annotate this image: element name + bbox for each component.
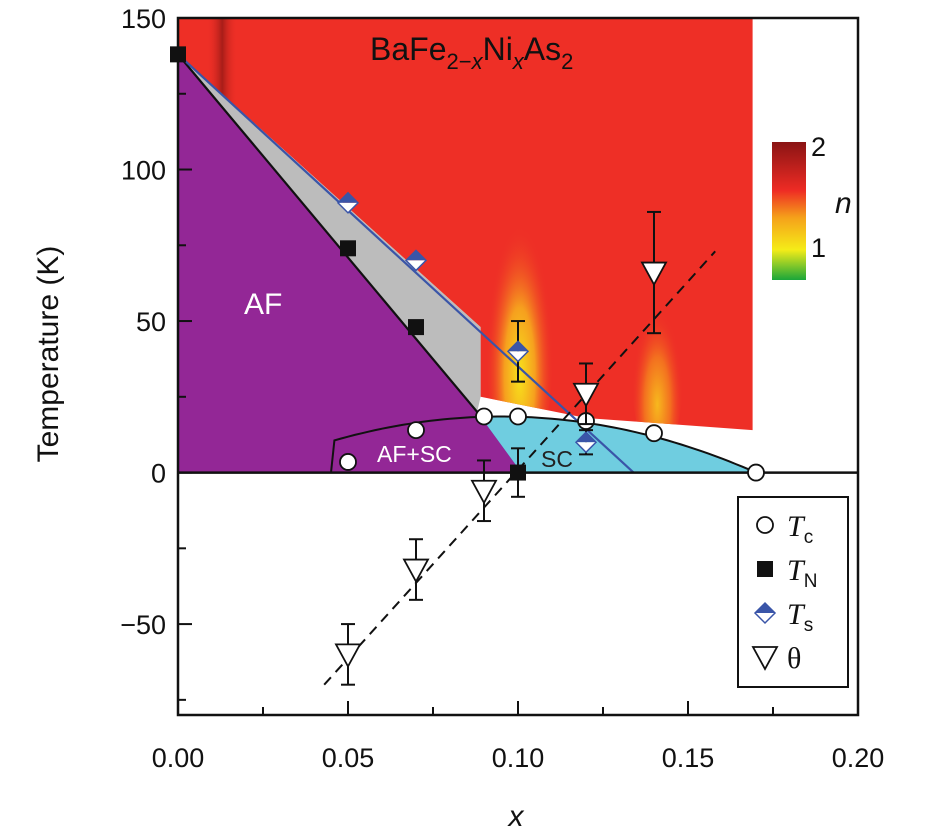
legend-box [737, 496, 849, 688]
legend-marker [751, 646, 779, 671]
colorbar-min-label: 1 [811, 233, 826, 263]
colorbar: 2 n 1 [772, 132, 852, 280]
x-tick-label: 0.10 [492, 743, 545, 773]
diamond-top [406, 250, 426, 261]
axes: 0.00 0.05 0.10 0.15 0.20 150 100 50 0 −50 [120, 4, 884, 773]
data-point [336, 191, 360, 214]
data-point [334, 643, 362, 669]
chart-title: BaFe2−xNixAs2 [370, 31, 573, 74]
boundary-line [177, 53, 635, 474]
data-point [404, 249, 428, 272]
n-map-warm-zone [631, 271, 684, 431]
legend-label: Ts [787, 598, 813, 636]
x-tick-label: 0.05 [322, 743, 375, 773]
data-point [640, 261, 668, 287]
series-square-filled [170, 46, 526, 498]
legend-label: Tc [787, 510, 813, 548]
legend: Tc TN Ts θ [737, 496, 849, 688]
legend-label: θ [787, 642, 801, 675]
n-map-region [178, 18, 753, 431]
diamond-bottom [406, 260, 426, 271]
diamond-top [755, 603, 775, 613]
diamond-outline [336, 191, 360, 214]
x-tick-label: 0.00 [152, 743, 205, 773]
data-point [340, 240, 356, 257]
af-region [178, 54, 522, 473]
diamond-outline [506, 340, 530, 363]
diamond-top [338, 192, 358, 203]
region-label-af-sc: AF+SC [377, 441, 452, 467]
legend-marker [757, 561, 773, 577]
x-tick-label: 0.20 [832, 743, 885, 773]
data-point [407, 421, 425, 440]
legend-label: TN [787, 554, 817, 592]
data-point [408, 319, 424, 336]
y-tick-label: 0 [151, 459, 166, 489]
data-point [339, 453, 357, 471]
diamond-bottom [508, 351, 528, 362]
x-tick-label: 0.15 [662, 743, 715, 773]
legend-marker [756, 516, 774, 534]
y-tick-label: 150 [121, 4, 166, 34]
diamond-bottom [755, 613, 775, 623]
x-axis-title: x [507, 800, 525, 833]
diamond-outline [404, 249, 428, 272]
data-point [470, 479, 498, 505]
diamond-top [508, 341, 528, 352]
series-diamond-half [336, 191, 598, 456]
data-point [572, 382, 600, 408]
diamond-top [576, 432, 596, 443]
data-point [402, 558, 430, 584]
sc-dome-outline [330, 415, 757, 474]
y-axis-title: Temperature (K) [32, 246, 65, 463]
data-point [747, 463, 765, 482]
data-point [170, 46, 186, 63]
data-point [510, 464, 526, 481]
colorbar-title: n [835, 187, 852, 220]
series-triangle-down-open [334, 210, 668, 686]
region-label-af: AF [244, 288, 282, 321]
region-label-sc: SC [541, 446, 573, 472]
y-tick-label: 50 [136, 307, 166, 337]
data-point [475, 407, 493, 426]
boundary-line [177, 53, 479, 413]
data-marks [170, 46, 765, 686]
colorbar-max-label: 2 [811, 132, 826, 162]
data-point [645, 424, 663, 443]
diamond-outline [753, 601, 777, 625]
colorbar-gradient [772, 142, 806, 280]
y-tick-label: −50 [120, 610, 166, 640]
diamond-bottom [576, 442, 596, 453]
legend-marker [753, 601, 777, 625]
phase-regions [178, 18, 756, 473]
data-point [574, 431, 598, 454]
diamond-bottom [338, 202, 358, 213]
data-point [506, 340, 530, 363]
y-tick-label: 100 [121, 156, 166, 186]
data-point [509, 407, 527, 426]
diamond-outline [574, 431, 598, 454]
